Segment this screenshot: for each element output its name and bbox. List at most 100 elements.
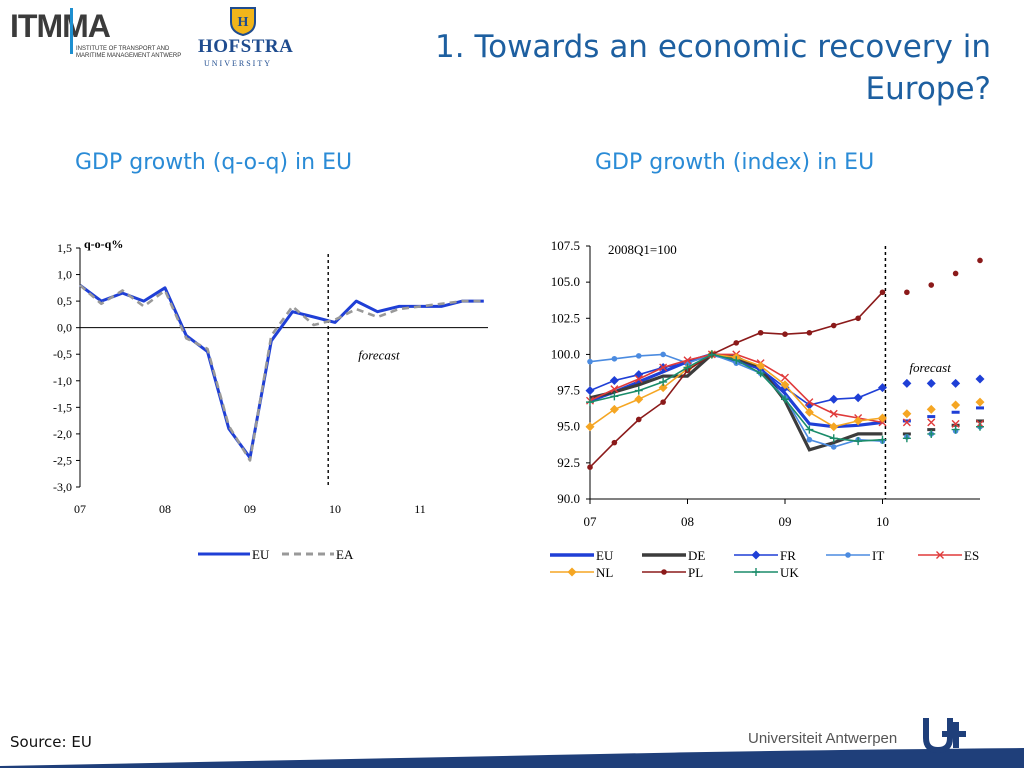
point-uk — [878, 435, 887, 444]
point-nl — [756, 361, 766, 371]
legend-marker-es — [936, 551, 944, 559]
point-it — [806, 436, 813, 443]
point-pl — [782, 331, 788, 337]
point-nl — [829, 422, 839, 432]
point-nl — [634, 394, 644, 404]
x-tick-label: 09 — [244, 502, 256, 516]
y-tick-label: 102.5 — [551, 310, 580, 325]
footer-wave — [0, 748, 1024, 768]
point-pl — [635, 416, 642, 423]
legend-label-fr: FR — [780, 548, 796, 563]
point-pl — [757, 329, 764, 336]
forecast-point-fr — [926, 378, 936, 388]
forecast-point-pl — [928, 282, 935, 288]
x-tick-label: 07 — [74, 502, 86, 516]
legend-marker-pl — [661, 569, 667, 575]
forecast-point-fr — [975, 374, 985, 384]
point-it — [611, 355, 618, 362]
y-tick-label: 92.5 — [557, 455, 580, 470]
y-tick-label: 97.5 — [557, 383, 580, 398]
chart-right-title: GDP growth (index) in EU — [595, 150, 875, 175]
point-es — [683, 356, 692, 365]
y-tick-label: 107.5 — [551, 238, 580, 253]
x-tick-label: 10 — [329, 502, 341, 516]
y-tick-label: -2,0 — [53, 427, 72, 441]
y-tick-label: 95.0 — [557, 419, 580, 434]
hofstra-logo: H HOFSTRA UNIVERSITY — [198, 6, 293, 68]
y-tick-label: 1,5 — [57, 241, 72, 255]
gdp-index-chart: 107.5 105.0 102.5 100.0 97.5 95.0 92.5 90.0 07 08… — [550, 238, 985, 580]
y-tick-label: -0,5 — [53, 347, 72, 361]
point-uk — [586, 398, 594, 407]
series-pl — [587, 257, 983, 470]
x-tick-label: 08 — [681, 514, 694, 529]
forecast-point-pl — [904, 289, 910, 296]
forecast-point-uk — [951, 425, 960, 434]
series-line-uk — [589, 353, 883, 443]
forecast-label: forecast — [909, 360, 951, 375]
x-tick-label: 08 — [159, 502, 171, 516]
forecast-point-nl — [902, 409, 912, 419]
y-tick-label: 105.0 — [551, 274, 580, 289]
svg-text:H: H — [238, 15, 249, 30]
y-tick-label: 0,0 — [57, 321, 72, 335]
forecast-point-es — [902, 418, 911, 427]
legend-label-eu: EU — [596, 548, 614, 563]
point-nl — [780, 380, 790, 390]
point-uk — [756, 369, 765, 378]
itmma-logo-line2: MARITIME MANAGEMENT ANTWERP — [76, 53, 182, 59]
y-tick-label: -2,5 — [53, 453, 72, 467]
point-fr — [829, 394, 839, 404]
chart-left-title: GDP growth (q-o-q) in EU — [75, 150, 353, 175]
x-tick-label: 09 — [779, 514, 792, 529]
slide-title: 1. Towards an economic recovery in Europ… — [435, 29, 991, 107]
y-tick-label: -1,5 — [53, 400, 72, 414]
gdp-qoq-chart: 1,5 1,0 0,5 0,0 -0,5 -1,0 -1,5 -2,0 -2,5 -3,007 08… — [53, 237, 488, 562]
point-uk — [732, 356, 741, 365]
hofstra-shield-icon: H — [230, 7, 256, 36]
point-pl — [587, 464, 593, 470]
forecast-point-fr — [951, 378, 961, 388]
y-tick-label: -3,0 — [53, 480, 72, 494]
forecast-point-nl — [951, 400, 961, 410]
legend-marker-fr — [751, 550, 761, 560]
y-tick-label: 90.0 — [557, 491, 580, 506]
legend-marker-uk — [752, 568, 760, 576]
point-it — [635, 353, 642, 359]
unit-label: q-o-q% — [84, 237, 123, 251]
point-uk — [683, 363, 692, 372]
itmma-logo-line1: INSTITUTE OF TRANSPORT AND — [76, 46, 170, 52]
point-uk — [659, 377, 668, 386]
series-line-ea — [79, 284, 484, 462]
point-fr — [634, 370, 644, 380]
point-nl — [853, 416, 863, 426]
point-uk — [610, 392, 619, 401]
itmma-logo-text: ITMMA — [10, 8, 111, 44]
hofstra-name: HOFSTRA — [198, 36, 294, 57]
forecast-point-fr — [902, 378, 912, 388]
point-fr — [585, 386, 595, 396]
forecast-point-nl — [975, 397, 985, 407]
point-es — [781, 373, 789, 382]
point-it — [587, 358, 593, 365]
legend-label-eu: EU — [252, 547, 270, 562]
point-nl — [585, 422, 595, 432]
forecast-point-pl — [952, 270, 959, 277]
point-uk — [707, 350, 716, 359]
forecast-point-uk — [902, 434, 911, 443]
point-it — [830, 444, 837, 450]
legend-label-pl: PL — [688, 565, 703, 580]
point-pl — [830, 322, 837, 329]
forecast-point-uk — [927, 429, 936, 438]
point-uk — [634, 386, 643, 395]
point-uk — [805, 425, 814, 434]
legend-marker-nl — [567, 567, 577, 577]
legend-label-de: DE — [688, 548, 705, 563]
itmma-logo-bar — [70, 8, 73, 54]
x-tick-label: 07 — [584, 514, 598, 529]
legend-label-uk: UK — [780, 565, 799, 580]
point-nl — [804, 407, 814, 417]
university-logo-icon — [923, 718, 966, 754]
y-tick-label: -1,0 — [53, 374, 72, 388]
source-note: Source: EU — [10, 733, 92, 751]
